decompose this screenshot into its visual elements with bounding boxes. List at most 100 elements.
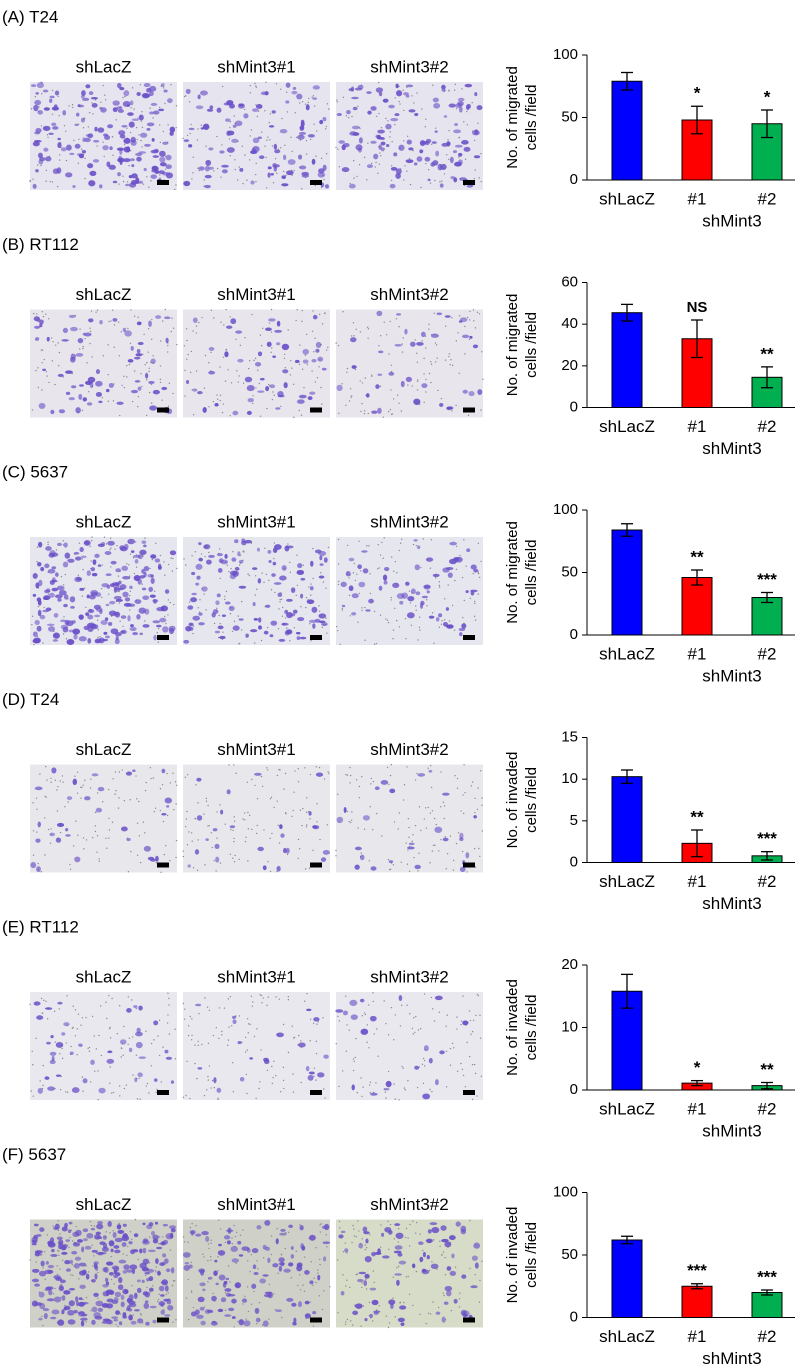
pore [135,775,137,777]
cell [363,1280,368,1287]
pore [403,1301,405,1304]
cell [263,1293,272,1298]
pore [45,1000,47,1003]
cell [122,1269,128,1274]
cell [92,139,100,143]
pore [421,1063,424,1065]
pore [158,1054,161,1057]
cell [39,614,46,620]
pore [391,140,393,143]
image-label: shMint3#1 [217,285,295,304]
pore [167,124,169,126]
pore [280,405,282,408]
cell [30,861,37,869]
cell [169,131,174,136]
significance-label: * [694,84,701,103]
cell [283,382,288,389]
panel-title: (D) T24 [2,690,59,709]
pore [438,850,440,852]
pore [450,1309,453,1312]
cell [208,347,215,351]
cell [64,1259,71,1265]
cell [225,1277,230,1281]
cell [125,771,133,776]
pore [148,367,150,370]
pore [346,1024,348,1026]
pore [459,554,461,557]
pore [287,999,290,1001]
pore [339,643,341,646]
bar [751,1292,783,1318]
pore [167,1014,169,1016]
cell [427,178,431,182]
pore [271,145,274,147]
error-bar [761,366,773,389]
cell [275,1309,283,1312]
cell [70,326,78,332]
cell [67,1319,76,1325]
pore [312,1325,315,1327]
cell [70,606,75,609]
pore [47,543,49,546]
pore [121,769,123,771]
pore [315,130,318,132]
cell [221,164,229,168]
pore [207,1042,210,1044]
pore [315,155,317,157]
pore [265,81,267,84]
pore [421,108,423,110]
cell [109,146,113,151]
pore [454,579,456,582]
pore [190,1290,193,1292]
pore [117,321,120,323]
pore [362,1305,365,1307]
cell [446,1290,452,1297]
pore [457,832,460,834]
cell [451,1253,455,1259]
pore [407,1237,409,1239]
cell [244,539,253,544]
pore [221,1030,223,1033]
pore [316,821,318,823]
cell [371,1299,379,1306]
cell [119,86,125,91]
x-tick-label: shLacZ [599,644,655,663]
pore [378,344,380,347]
pore [145,414,148,417]
pore [442,1251,445,1253]
pore [211,1079,214,1082]
pore [247,860,249,862]
x-tick-label: #2 [758,189,777,208]
pore [65,1091,67,1093]
cell [134,380,141,383]
cell [280,833,285,838]
cell [94,1265,99,1271]
pore [370,777,372,780]
cell [130,624,134,628]
pore [89,327,91,329]
y-axis-label-line: No. of migrated [504,66,521,169]
pore [118,355,120,357]
cell [195,1233,202,1237]
cell [36,1015,44,1020]
pore [385,1097,387,1099]
pore [358,163,361,166]
pore [474,327,477,329]
pore [325,153,328,155]
cell [144,1271,150,1275]
pore [63,616,65,618]
cell [164,589,170,594]
cell [117,109,124,113]
scale-bar [463,1090,475,1095]
cell [226,1240,231,1245]
pore [403,1087,406,1089]
cell [202,123,210,130]
cell [388,371,395,376]
cell [197,94,201,100]
pore [131,1238,133,1241]
pore [434,342,437,344]
cell [183,180,191,187]
pore [266,626,269,629]
cell [257,578,262,584]
pore [408,826,410,829]
